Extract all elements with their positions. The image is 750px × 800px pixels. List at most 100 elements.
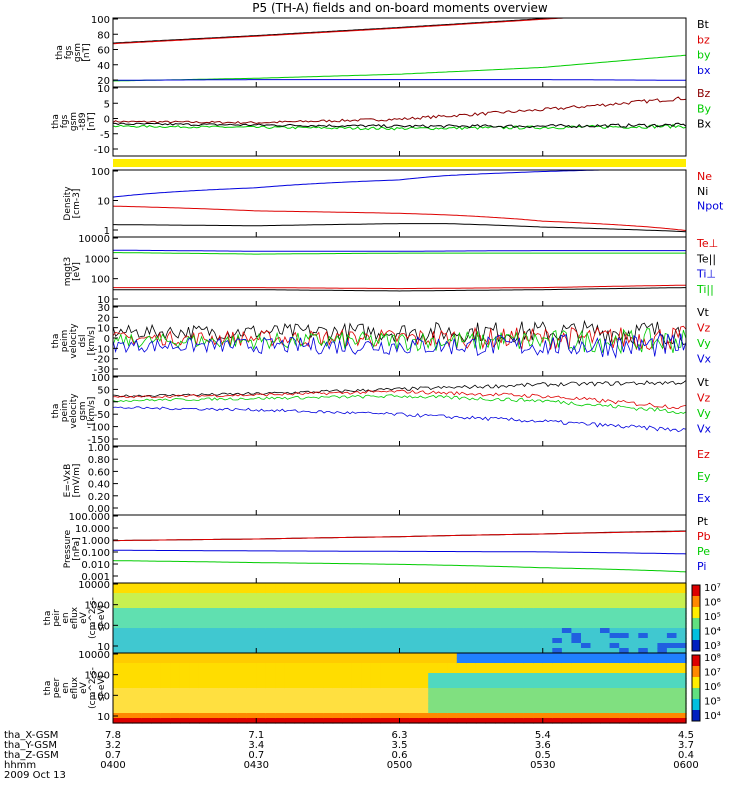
series-line (112, 96, 687, 125)
spectrogram-cell (294, 713, 305, 719)
spectrogram-cell (265, 583, 276, 589)
spectrogram-cell (619, 653, 630, 659)
spectrogram-cell (647, 708, 658, 714)
spectrogram-cell (132, 643, 143, 649)
spectrogram-cell (581, 583, 592, 589)
spectrogram-cell (390, 593, 401, 599)
spectrogram-cell (628, 703, 639, 709)
spectrogram-cell (628, 708, 639, 714)
spectrogram-cell (447, 703, 458, 709)
spectrogram-cell (113, 693, 124, 699)
spectrogram-cell (275, 683, 286, 689)
ephemeris-row-label: 2009 Oct 13 (4, 770, 66, 781)
spectrogram-cell (265, 628, 276, 634)
spectrogram-cell (132, 593, 143, 599)
y-axis-label: tha (51, 114, 61, 129)
spectrogram-cell (189, 653, 200, 659)
spectrogram-cell (399, 603, 410, 609)
spectrogram-cell (390, 598, 401, 604)
spectrogram-cell (141, 633, 152, 639)
colorbar-segment (692, 677, 700, 689)
spectrogram-cell (160, 648, 171, 654)
spectrogram-cell (256, 613, 267, 619)
spectrogram-cell (475, 653, 487, 659)
spectrogram-cell (504, 633, 515, 639)
spectrogram-cell (485, 593, 496, 599)
spectrogram-cell (447, 693, 458, 699)
spectrogram-cell (122, 613, 133, 619)
spectrogram-cell (485, 678, 496, 684)
spectrogram-cell (619, 613, 630, 619)
spectrogram-cell (590, 673, 601, 679)
spectrogram-cell (676, 628, 687, 634)
series-Vx: Vx (112, 406, 712, 436)
colorbar-label: 10⁷ (704, 668, 721, 679)
spectrogram-cell (533, 628, 544, 634)
spectrogram-cell (523, 633, 534, 639)
spectrogram-cell (399, 713, 410, 719)
spectrogram-cell (284, 703, 296, 709)
spectrogram-cell (514, 603, 525, 609)
spectrogram-cell (485, 718, 496, 724)
y-axis-label: tha (51, 334, 61, 349)
spectrogram-cell (428, 648, 439, 654)
spectrogram-cell (409, 598, 420, 604)
spectrogram-cell (542, 628, 553, 634)
spectrogram-cell (113, 713, 124, 719)
spectrogram-cell (533, 653, 544, 659)
spectrogram-cell (160, 708, 171, 714)
series-line (113, 252, 686, 255)
spectrogram-cell (151, 618, 162, 624)
spectrogram-cell (581, 643, 592, 649)
spectrogram-cell (533, 683, 544, 689)
spectrogram-cell (218, 658, 229, 664)
spectrogram-cell (227, 638, 238, 644)
spectrogram-cell (284, 663, 296, 669)
spectrogram-cell (284, 583, 296, 589)
spectrogram-cell (504, 683, 515, 689)
spectrogram-cell (294, 653, 305, 659)
spectrogram-cell (198, 683, 210, 689)
spectrogram-cell (447, 708, 458, 714)
spectrogram-cell (208, 693, 219, 699)
spectrogram-cell (456, 588, 467, 594)
spectrogram-cell (141, 628, 152, 634)
spectrogram-cell (542, 693, 553, 699)
spectrogram-cell (113, 718, 124, 724)
spectrogram-cell (122, 683, 133, 689)
spectrogram-cell (227, 688, 238, 694)
spectrogram-cell (590, 588, 601, 594)
spectrogram-cell (514, 593, 525, 599)
spectrogram-cell (284, 628, 296, 634)
colorbar-segment (692, 640, 700, 652)
spectrogram-cell (647, 633, 658, 639)
spectrogram-cell (638, 618, 649, 624)
spectrogram-cell (122, 693, 133, 699)
spectrogram-cell (495, 603, 506, 609)
spectrogram-cell (619, 678, 630, 684)
spectrogram-cell (437, 653, 448, 659)
spectrogram-cell (485, 698, 496, 704)
spectrogram-cell (619, 623, 630, 629)
spectrogram-cell (294, 703, 305, 709)
spectrogram-cell (666, 653, 678, 659)
spectrogram-cell (409, 713, 420, 719)
spectrogram-cell (514, 678, 525, 684)
spectrogram-cell (361, 588, 372, 594)
spectrogram-cell (218, 668, 229, 674)
spectrogram-cell (418, 673, 429, 679)
spectrogram-cell (198, 713, 210, 719)
legend-label: Ni (697, 185, 708, 198)
spectrogram-cell (552, 713, 563, 719)
spectrogram-cell (246, 643, 257, 649)
spectrogram-cell (666, 583, 678, 589)
legend-label: Te⊥ (696, 237, 718, 250)
spectrogram-cell (456, 693, 467, 699)
y-axis-label: Pressure (63, 529, 73, 568)
spectrogram-cell (628, 663, 639, 669)
spectrogram-cell (466, 638, 477, 644)
series-by: by (112, 49, 711, 82)
y-axis-label: tha (43, 611, 53, 626)
spectrogram-cell (437, 713, 448, 719)
spectrogram-cell (514, 673, 525, 679)
